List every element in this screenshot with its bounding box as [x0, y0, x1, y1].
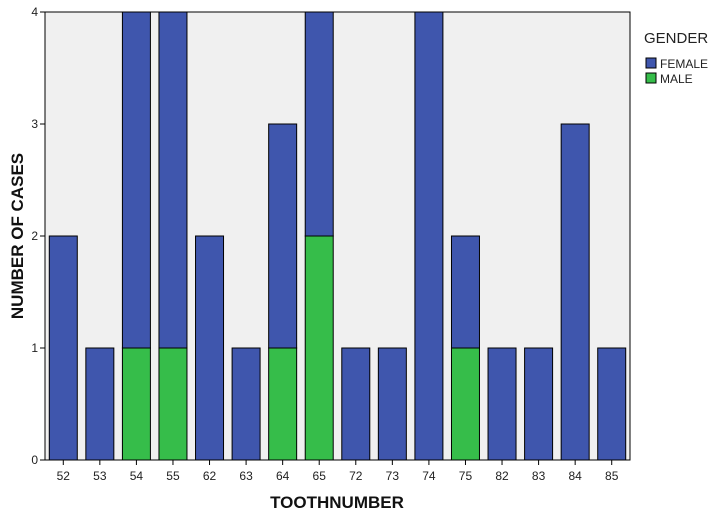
- y-tick-label-3: 3: [31, 117, 38, 131]
- x-tick-label-55: 55: [166, 469, 180, 483]
- x-tick-label-75: 75: [459, 469, 473, 483]
- bar-female-83: [524, 347, 554, 461]
- bar-female-74: [414, 11, 444, 461]
- x-tick-label-74: 74: [422, 469, 436, 483]
- y-tick-label-4: 4: [31, 5, 38, 19]
- x-tick-label-73: 73: [386, 469, 400, 483]
- x-tick-label-83: 83: [532, 469, 546, 483]
- bar-female-85: [597, 347, 627, 461]
- x-tick-label-52: 52: [57, 469, 71, 483]
- bar-male-64: [268, 347, 298, 461]
- y-axis: 0 1 2 3 4: [31, 5, 45, 467]
- legend-label-male: MALE: [660, 72, 693, 86]
- x-tick-label-53: 53: [93, 469, 107, 483]
- x-tick-label-82: 82: [495, 469, 509, 483]
- bar-female-52: [48, 235, 78, 461]
- bar-male-75: [450, 347, 480, 461]
- legend-label-female: FEMALE: [660, 57, 708, 71]
- legend-swatch-female: [645, 57, 657, 69]
- bar-female-64: [268, 123, 298, 349]
- y-axis-title: NUMBER OF CASES: [8, 153, 27, 319]
- bar-female-63: [231, 347, 261, 461]
- bars-layer: [48, 11, 627, 461]
- bar-female-65: [304, 11, 334, 237]
- x-tick-label-84: 84: [568, 469, 582, 483]
- bar-female-75: [450, 235, 480, 349]
- x-tick-label-54: 54: [130, 469, 144, 483]
- x-tick-label-85: 85: [605, 469, 619, 483]
- x-tick-label-62: 62: [203, 469, 217, 483]
- bar-female-82: [487, 347, 517, 461]
- legend-swatch-male: [645, 72, 657, 84]
- y-tick-label-0: 0: [31, 453, 38, 467]
- y-tick-label-1: 1: [31, 341, 38, 355]
- bar-male-65: [304, 235, 334, 461]
- bar-female-84: [560, 123, 590, 461]
- x-axis: 52 53 54 55 62 63 64 65 72 73 74 75 82 83 84 85: [57, 460, 619, 483]
- x-axis-title: TOOTHNUMBER: [270, 493, 404, 512]
- legend-title: GENDER: [644, 30, 708, 47]
- x-tick-label-63: 63: [239, 469, 253, 483]
- x-tick-label-64: 64: [276, 469, 290, 483]
- bar-female-53: [85, 347, 115, 461]
- bar-male-55: [158, 347, 188, 461]
- y-tick-label-2: 2: [31, 229, 38, 243]
- bar-female-73: [377, 347, 407, 461]
- x-tick-label-72: 72: [349, 469, 363, 483]
- bar-female-72: [341, 347, 371, 461]
- bar-female-55: [158, 11, 188, 349]
- bar-female-62: [195, 235, 225, 461]
- bar-male-54: [121, 347, 151, 461]
- bar-female-54: [121, 11, 151, 349]
- x-tick-label-65: 65: [313, 469, 327, 483]
